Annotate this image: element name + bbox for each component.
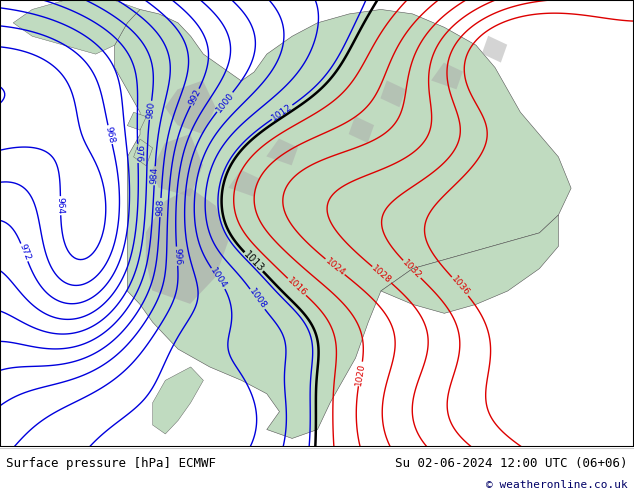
Text: 992: 992 [187, 88, 203, 107]
Text: 976: 976 [133, 145, 143, 162]
Text: Su 02-06-2024 12:00 UTC (06+06): Su 02-06-2024 12:00 UTC (06+06) [395, 457, 628, 470]
Text: 1024: 1024 [323, 256, 347, 277]
Text: © weatheronline.co.uk: © weatheronline.co.uk [486, 480, 628, 490]
Text: 968: 968 [104, 125, 116, 144]
Text: 1012: 1012 [270, 102, 294, 122]
Text: 1004: 1004 [209, 267, 228, 291]
Text: 1036: 1036 [449, 275, 471, 298]
Text: 1020: 1020 [354, 362, 366, 386]
Text: Surface pressure [hPa] ECMWF: Surface pressure [hPa] ECMWF [6, 457, 216, 470]
Text: 988: 988 [155, 198, 165, 217]
Text: 1028: 1028 [370, 264, 393, 286]
Text: 1016: 1016 [285, 276, 308, 298]
Text: 1032: 1032 [401, 258, 423, 281]
Text: 1008: 1008 [247, 287, 268, 311]
Text: 996: 996 [172, 247, 182, 265]
Text: 964: 964 [56, 197, 65, 214]
Text: 1000: 1000 [214, 90, 235, 114]
Text: 972: 972 [17, 243, 32, 262]
Text: 980: 980 [145, 101, 156, 120]
Text: 984: 984 [150, 167, 160, 185]
Text: 1013: 1013 [242, 249, 266, 274]
